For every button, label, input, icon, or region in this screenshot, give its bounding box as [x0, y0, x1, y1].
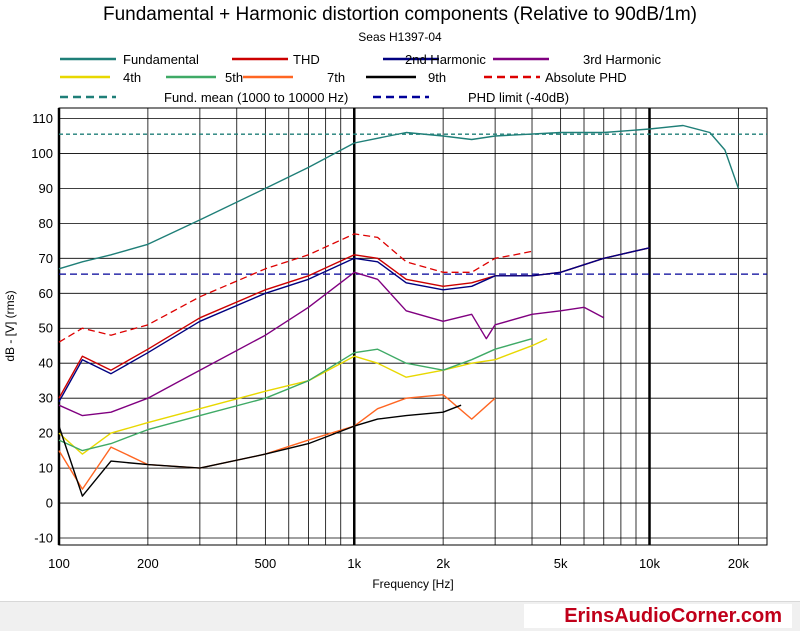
legend-label: 7th [327, 70, 345, 85]
y-tick-label: 110 [32, 111, 53, 126]
x-tick-label: 20k [728, 556, 749, 571]
x-axis-label: Frequency [Hz] [372, 577, 453, 591]
y-tick-label: 50 [39, 321, 53, 336]
x-tick-label: 500 [255, 556, 277, 571]
series-line-fundamental [58, 124, 740, 270]
legend-label: 2nd Harmonic [405, 52, 486, 67]
brand-logo[interactable]: ErinsAudioCorner.com [524, 604, 792, 628]
footer-band: ErinsAudioCorner.com [0, 601, 800, 631]
y-tick-label: 70 [39, 251, 53, 266]
y-tick-label: 40 [39, 356, 53, 371]
y-tick-label: -10 [34, 531, 53, 546]
legend-label: 3rd Harmonic [583, 52, 662, 67]
legend-label: 4th [123, 70, 141, 85]
series-line-9th [58, 404, 462, 497]
y-tick-label: 60 [39, 286, 53, 301]
legend-label: Absolute PHD [545, 70, 627, 85]
brand-text: ErinsAudioCorner.com [564, 605, 782, 627]
y-axis-label: dB - [V] (rms) [3, 290, 17, 361]
plot-area [58, 107, 768, 546]
legend: Fundamental THD 2nd Harmonic 3rd Harmonic 4t… [60, 52, 662, 105]
chart-title: Fundamental + Harmonic distortion compon… [103, 4, 697, 25]
x-tick-label: 10k [639, 556, 660, 571]
legend-label: Fund. mean (1000 to 10000 Hz) [164, 90, 348, 105]
x-tick-labels: 100 200 500 1k 2k 5k 10k 20k [48, 556, 749, 571]
series-line-4th [58, 338, 548, 455]
y-tick-label: 30 [39, 391, 53, 406]
chart-subtitle: Seas H1397-04 [358, 30, 442, 44]
y-tick-label: 90 [39, 181, 53, 196]
series-layer [58, 124, 767, 497]
legend-label: 9th [428, 70, 446, 85]
x-tick-label: 5k [554, 556, 568, 571]
x-tick-label: 1k [347, 556, 361, 571]
series-line-7th [58, 394, 496, 490]
x-tick-label: 100 [48, 556, 70, 571]
series-line-5th [58, 338, 533, 452]
series-line-3rd-harmonic [58, 271, 605, 417]
y-tick-labels: -10 0 10 20 30 40 50 60 70 80 90 100 110 [31, 111, 53, 546]
grid [57, 108, 767, 545]
y-tick-label: 80 [39, 216, 53, 231]
series-line-2nd-harmonic [58, 247, 650, 403]
y-tick-label: 10 [39, 461, 53, 476]
legend-label: 5th [225, 70, 243, 85]
chart: Fundamental + Harmonic distortion compon… [3, 4, 768, 591]
series-line-absolute-phd [58, 233, 533, 343]
legend-label: Fundamental [123, 52, 199, 67]
legend-label: THD [293, 52, 320, 67]
x-tick-label: 2k [436, 556, 450, 571]
x-tick-label: 200 [137, 556, 159, 571]
y-tick-label: 100 [31, 146, 53, 161]
y-tick-label: 0 [46, 496, 53, 511]
y-tick-label: 20 [39, 426, 53, 441]
legend-label: PHD limit (-40dB) [468, 90, 569, 105]
